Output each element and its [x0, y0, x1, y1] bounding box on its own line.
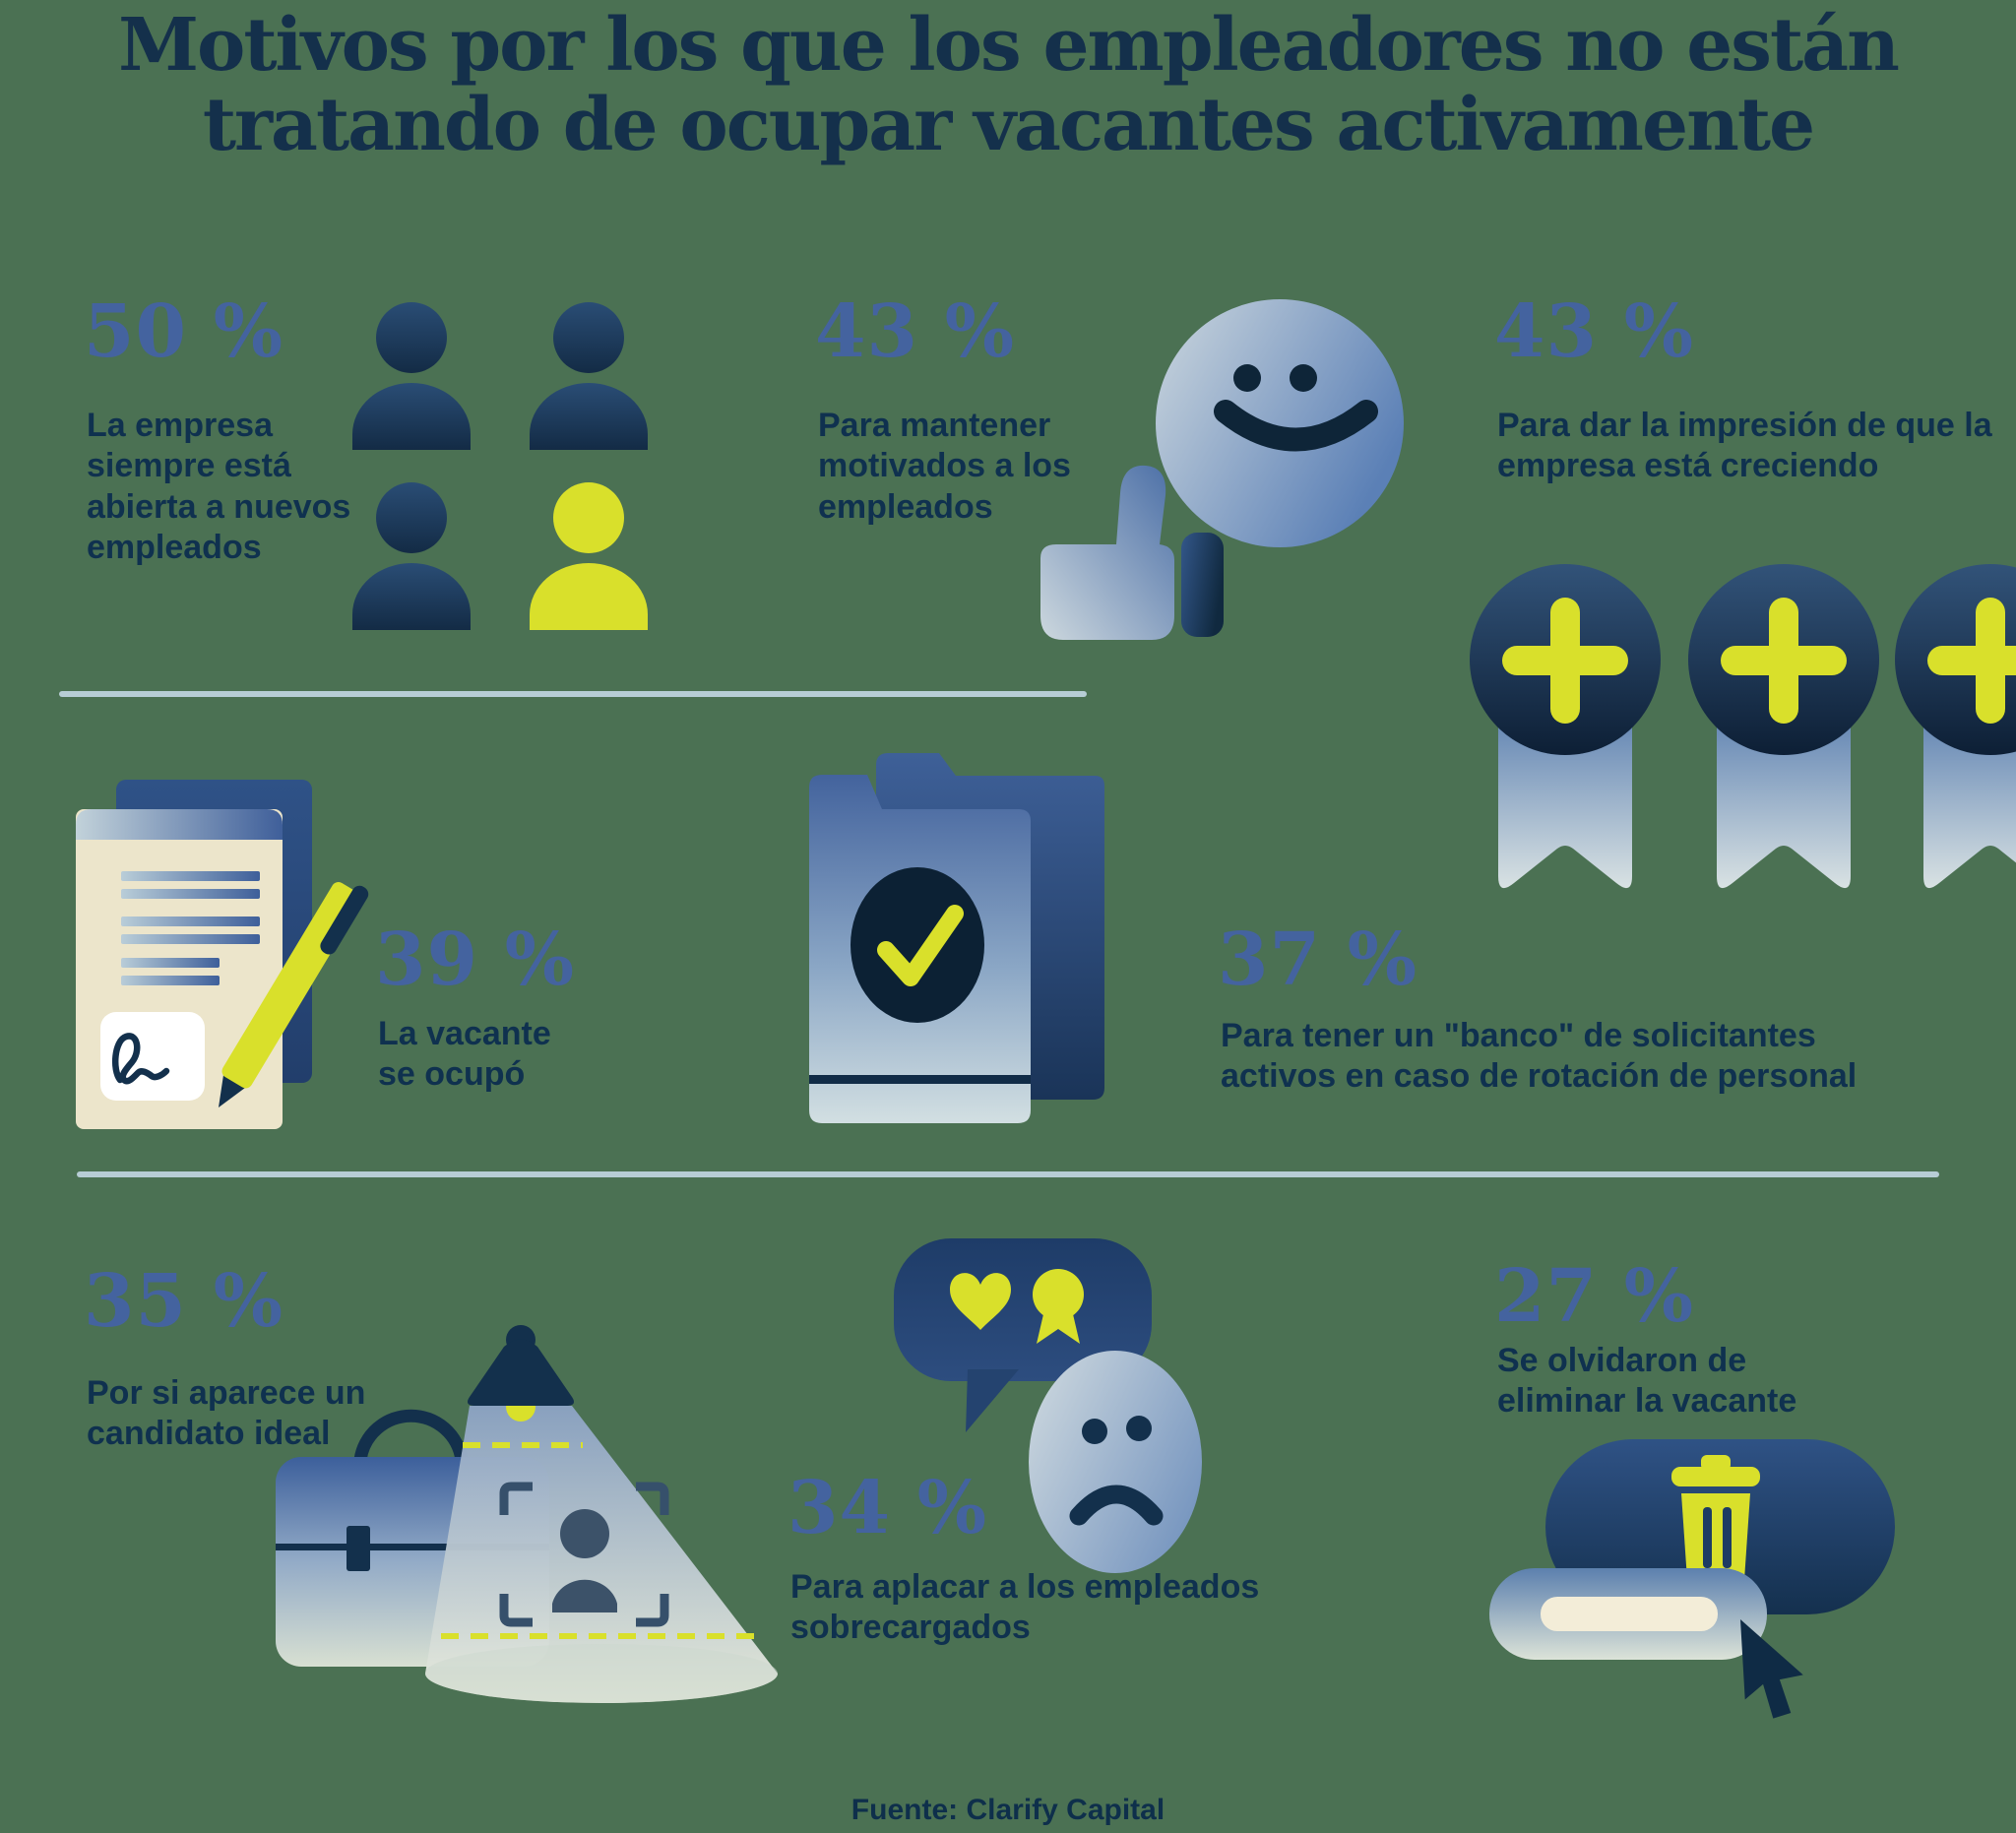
- thumbs-up-icon: [1040, 465, 1224, 640]
- heart-icon: [950, 1273, 1011, 1330]
- stat-27-percent: 27 %: [1494, 1254, 1695, 1339]
- sad-face-icon: [1029, 1351, 1202, 1573]
- title-line-2: tratando de ocupar vacantes activamente: [202, 83, 1815, 168]
- stat-50-percent: 50 %: [84, 289, 284, 374]
- plus-medal-icon: [1688, 564, 1879, 889]
- stat-43a-percent: 43 %: [815, 289, 1016, 374]
- stat-50-description: La empresa siempre está abierta a nuevos…: [87, 407, 351, 567]
- person-icon: [352, 302, 471, 450]
- speech-bubble-icon: [894, 1238, 1152, 1432]
- search-bar-field: [1541, 1597, 1718, 1631]
- lamp-icon: [468, 1325, 574, 1406]
- person-icon: [352, 482, 471, 630]
- stat-43b-percent: 43 %: [1494, 289, 1695, 374]
- stat-43b-description: Para dar la impresión de que la empresa …: [1497, 407, 1992, 485]
- page-title: Motivos por los que los empleadores no e…: [0, 3, 2016, 168]
- cursor-arrow-icon: [1740, 1619, 1803, 1719]
- stat-37-percent: 37 %: [1218, 917, 1418, 1002]
- stat-34-percent: 34 %: [788, 1466, 988, 1550]
- document-text-lines: [121, 871, 260, 985]
- check-circle: [850, 867, 984, 1023]
- title-line-1: Motivos por los que los empleadores no e…: [118, 3, 1900, 88]
- plus-medal-icon: [1895, 564, 2016, 889]
- check-icon: [877, 905, 964, 986]
- briefcase-clasp: [346, 1526, 370, 1571]
- person-icon-highlighted: [530, 482, 648, 630]
- section-divider: [77, 1171, 1939, 1177]
- spotlight-cone: [425, 1406, 778, 1703]
- stat-34-description: Para aplacar a los empleados sobrecargad…: [790, 1568, 1260, 1647]
- plus-medals-icon: [1470, 564, 2016, 889]
- stat-35-description: Por si aparece un candidato ideal: [87, 1374, 366, 1453]
- focus-frame-icon: [499, 1482, 669, 1627]
- smiley-face-icon: [1156, 299, 1404, 547]
- people-group-icon: [352, 302, 648, 630]
- stat-43a-description: Para mantener motivados a los empleados: [818, 407, 1071, 526]
- signature-squiggle: [111, 1033, 170, 1085]
- person-icon: [530, 302, 648, 450]
- chat-sad-face-icon: [894, 1238, 1202, 1573]
- stat-35-percent: 35 %: [84, 1259, 284, 1344]
- candidate-person-icon: [552, 1509, 617, 1612]
- briefcase-spotlight-icon: [276, 1325, 778, 1703]
- stat-39-description: La vacante se ocupó: [378, 1015, 551, 1094]
- folder-check-icon: [809, 753, 1104, 1123]
- stat-27-description: Se olvidaron de eliminar la vacante: [1497, 1342, 1797, 1421]
- briefcase-handle: [353, 1409, 469, 1462]
- trash-icon: [1671, 1455, 1760, 1591]
- stat-39-percent: 39 %: [375, 917, 576, 1002]
- stat-37-description: Para tener un "banco" de solicitantes ac…: [1221, 1017, 1858, 1096]
- award-person-icon: [1033, 1269, 1084, 1344]
- pen-icon: [219, 881, 369, 1107]
- section-divider: [59, 691, 1087, 697]
- source-attribution: Fuente: Clarify Capital: [850, 1794, 1166, 1826]
- delete-job-post-icon: [1489, 1439, 1895, 1719]
- plus-medal-icon: [1470, 564, 1661, 889]
- signed-document-pen-icon: [76, 780, 369, 1129]
